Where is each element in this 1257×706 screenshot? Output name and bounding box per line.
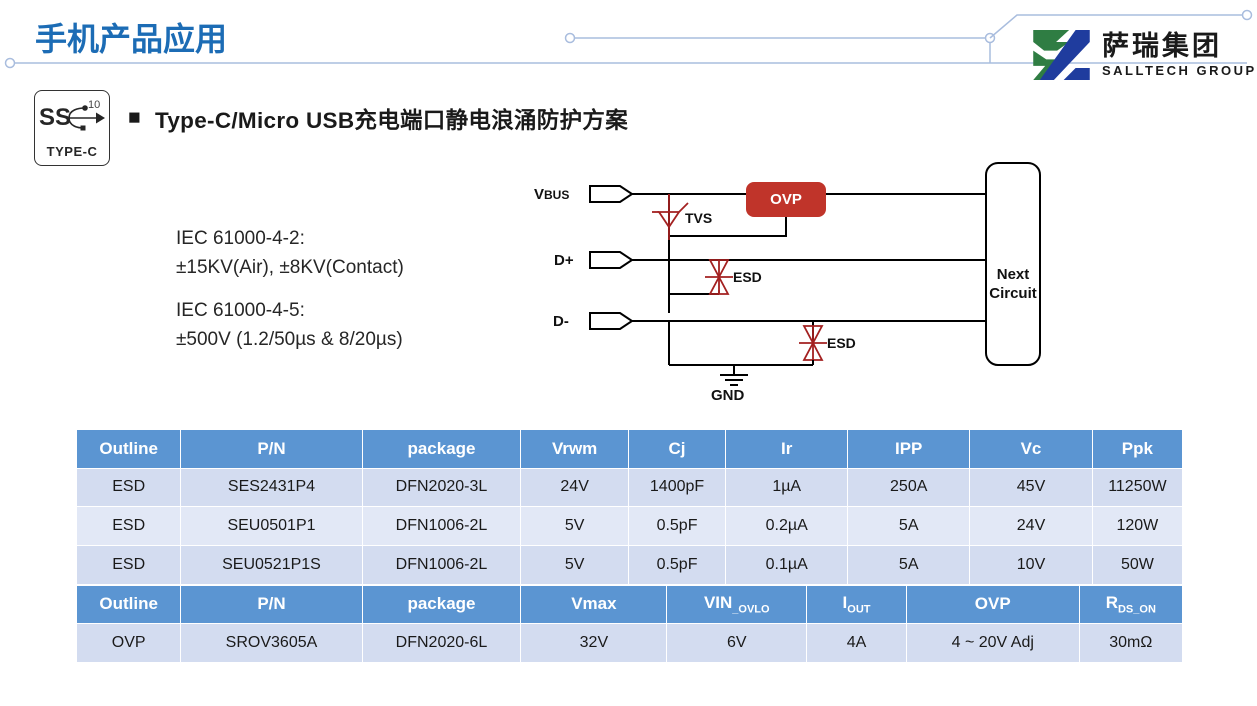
svg-text:ESD: ESD	[827, 335, 856, 351]
svg-text:10: 10	[88, 99, 100, 111]
svg-text:GND: GND	[711, 387, 745, 404]
svg-text:D-: D-	[553, 313, 569, 330]
svg-text:Circuit: Circuit	[989, 285, 1037, 302]
svg-text:VBUS: VBUS	[534, 186, 569, 203]
svg-text:ESD: ESD	[733, 269, 762, 285]
svg-text:D+: D+	[554, 252, 574, 269]
svg-text:OVP: OVP	[770, 191, 802, 208]
svg-text:SS: SS	[39, 104, 71, 131]
svg-text:Next: Next	[997, 266, 1030, 283]
svg-text:TVS: TVS	[685, 210, 712, 226]
